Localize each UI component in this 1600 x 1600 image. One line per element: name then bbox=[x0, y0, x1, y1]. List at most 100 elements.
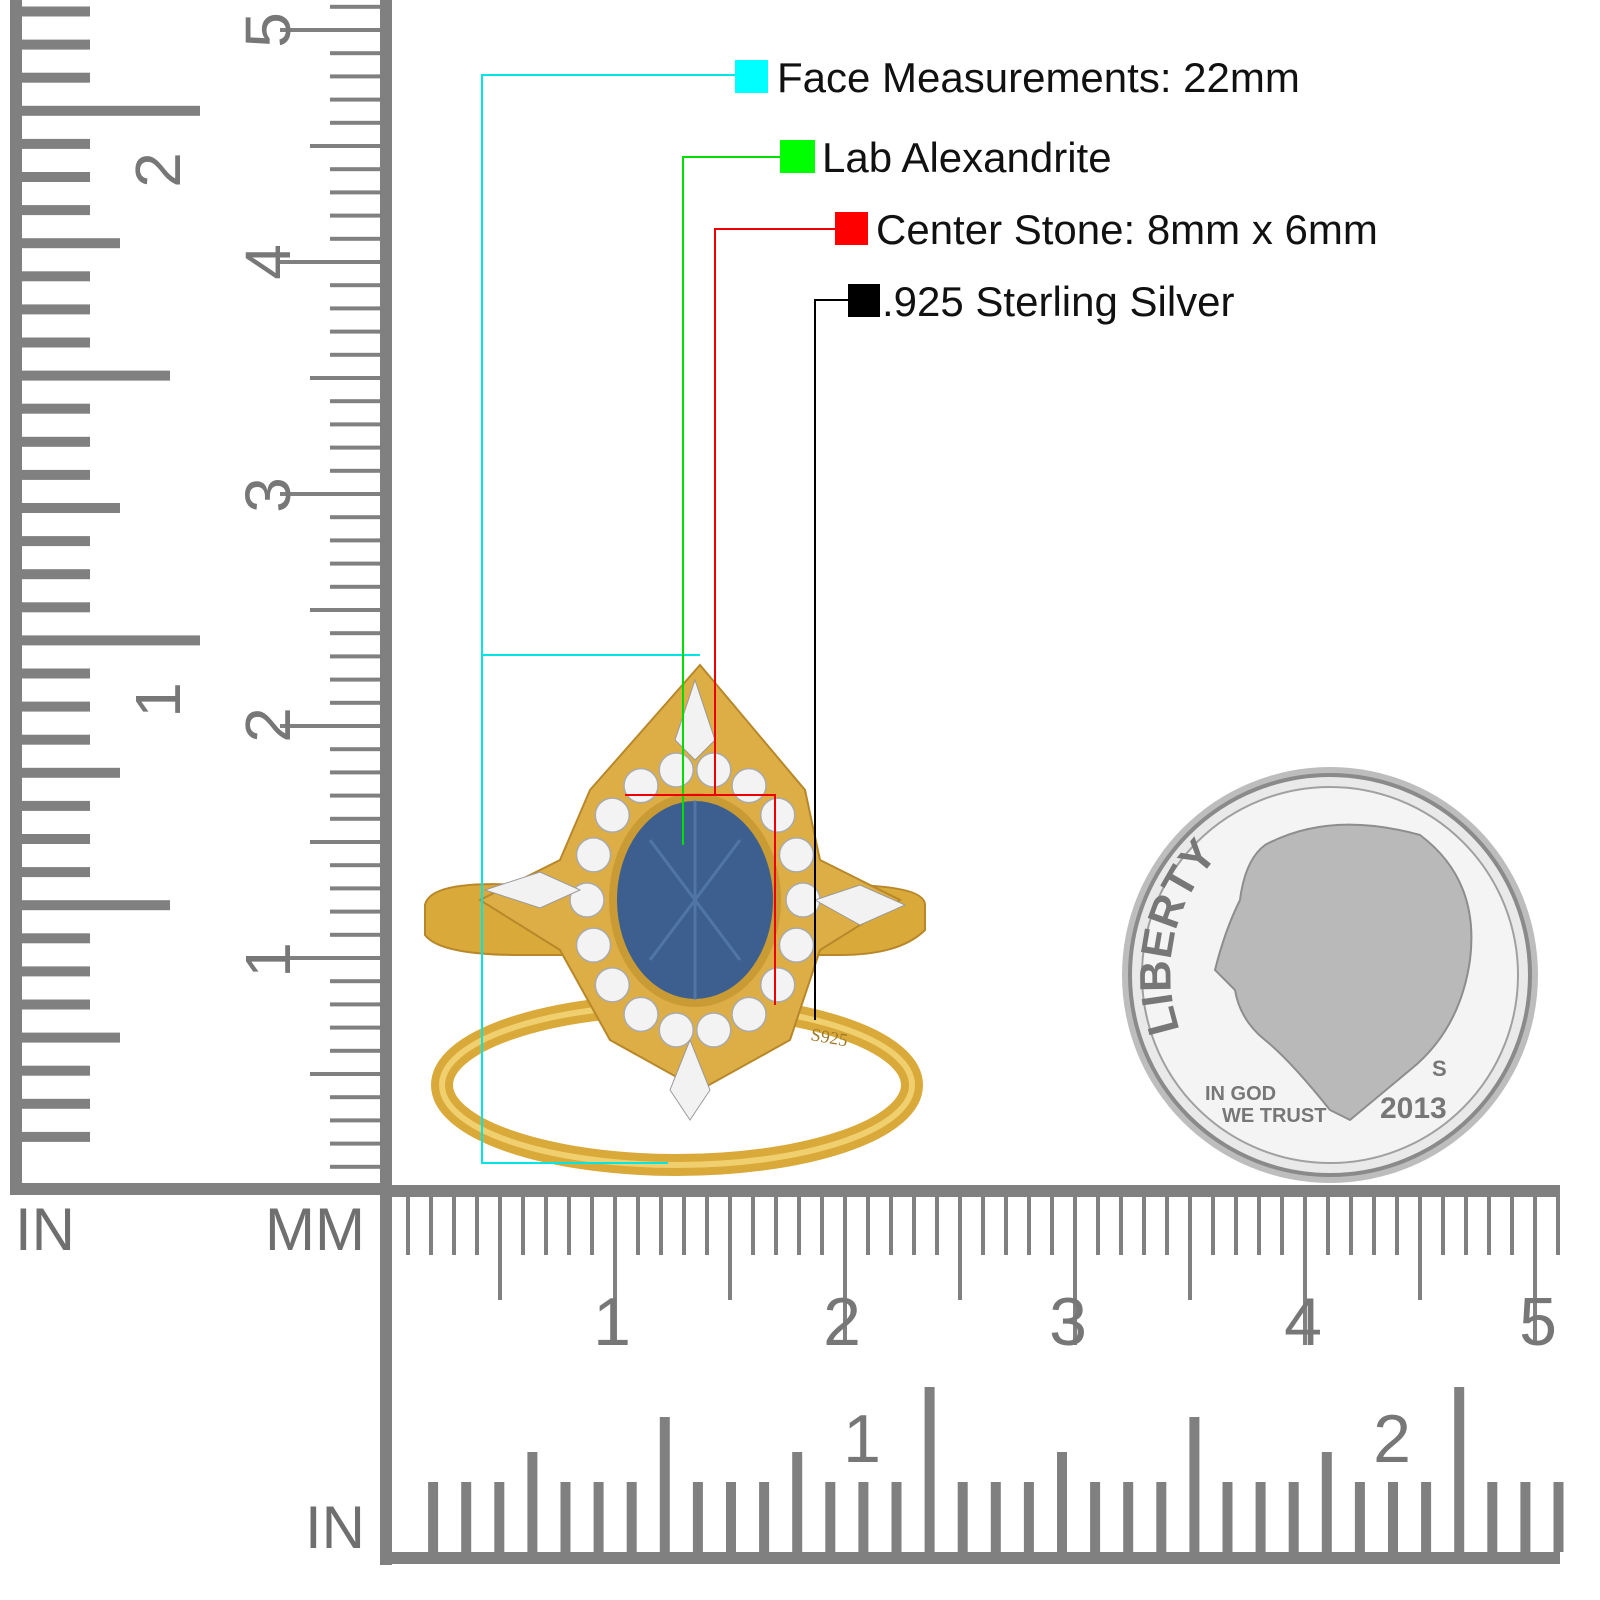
inch-tick bbox=[10, 436, 90, 447]
mm-tick bbox=[521, 1195, 525, 1255]
swatch-center bbox=[835, 212, 868, 245]
bottom-cm-label: 1 bbox=[593, 1284, 631, 1360]
mm-tick bbox=[330, 236, 385, 241]
mm-tick bbox=[280, 260, 385, 264]
inch-tick bbox=[1288, 1482, 1299, 1552]
halo-stone bbox=[759, 797, 796, 833]
inch-tick bbox=[1354, 1482, 1365, 1552]
halo-stone bbox=[696, 1012, 732, 1048]
mm-tick bbox=[330, 584, 385, 589]
coin-mint-mark: S bbox=[1432, 1056, 1447, 1081]
mm-tick bbox=[1142, 1195, 1146, 1255]
mm-tick bbox=[1441, 1195, 1445, 1255]
mm-tick bbox=[330, 445, 385, 450]
mm-tick bbox=[705, 1195, 709, 1255]
inch-tick bbox=[10, 966, 90, 977]
mm-tick bbox=[567, 1195, 571, 1255]
mm-tick bbox=[330, 793, 385, 798]
inch-tick bbox=[10, 602, 90, 613]
mm-tick bbox=[1165, 1195, 1169, 1255]
mm-tick bbox=[1050, 1195, 1054, 1255]
bottom-ruler-bottom-edge bbox=[380, 1552, 1560, 1564]
swatch-metal bbox=[848, 284, 880, 317]
mm-tick bbox=[935, 1195, 939, 1255]
mm-tick bbox=[958, 1195, 962, 1300]
inch-tick bbox=[924, 1387, 935, 1552]
left-cm-label: 5 bbox=[232, 12, 304, 48]
halo-stone bbox=[658, 1012, 694, 1048]
mm-tick bbox=[330, 329, 385, 334]
inch-tick bbox=[10, 867, 90, 878]
mm-tick bbox=[866, 1195, 870, 1255]
inch-tick bbox=[10, 403, 90, 414]
inch-tick bbox=[10, 933, 90, 944]
mm-tick bbox=[1418, 1195, 1422, 1300]
bottom-ruler-top-edge bbox=[380, 1185, 1560, 1197]
inch-tick bbox=[957, 1482, 968, 1552]
halo-stone bbox=[575, 837, 612, 873]
inch-tick bbox=[10, 370, 170, 381]
mm-tick bbox=[1119, 1195, 1123, 1255]
mm-tick bbox=[310, 840, 385, 844]
inch-tick bbox=[10, 1098, 90, 1109]
mm-tick bbox=[330, 886, 385, 891]
left-ruler-body bbox=[10, 0, 385, 1192]
mm-tick bbox=[452, 1195, 456, 1255]
inch-tick bbox=[726, 1482, 736, 1552]
inch-tick bbox=[428, 1482, 439, 1552]
inch-tick bbox=[1222, 1482, 1233, 1552]
inch-tick bbox=[990, 1482, 1001, 1552]
halo-stone bbox=[696, 752, 732, 788]
mm-tick bbox=[1326, 1195, 1330, 1255]
mm-tick bbox=[774, 1195, 778, 1255]
left-ruler-inch-unit: IN bbox=[15, 1196, 75, 1263]
inch-tick bbox=[494, 1482, 505, 1552]
mm-tick bbox=[280, 492, 385, 496]
inch-tick bbox=[1421, 1482, 1432, 1552]
left-ruler-mm-unit: MM bbox=[265, 1196, 365, 1263]
mm-tick bbox=[280, 956, 385, 960]
inch-tick bbox=[10, 668, 90, 679]
mm-tick bbox=[330, 120, 385, 125]
inch-tick bbox=[1090, 1482, 1101, 1552]
bottom-ruler-left-edge bbox=[380, 1185, 392, 1565]
mm-tick bbox=[498, 1195, 502, 1300]
mm-tick bbox=[330, 909, 385, 914]
inch-tick bbox=[10, 138, 90, 149]
inch-tick bbox=[10, 701, 90, 712]
inch-tick bbox=[10, 271, 90, 282]
mm-tick bbox=[330, 1025, 385, 1030]
inch-tick bbox=[1520, 1482, 1531, 1552]
inch-tick bbox=[10, 569, 90, 580]
mm-tick bbox=[1280, 1195, 1284, 1255]
mm-tick bbox=[330, 863, 385, 868]
inch-tick bbox=[858, 1482, 869, 1552]
ring-image: S925 bbox=[424, 663, 926, 1176]
inch-tick bbox=[1255, 1482, 1266, 1552]
mm-tick bbox=[330, 97, 385, 102]
inch-tick bbox=[527, 1452, 538, 1552]
inch-tick bbox=[1553, 1482, 1564, 1552]
inch-tick bbox=[626, 1482, 637, 1552]
halo-stone bbox=[778, 837, 815, 873]
coin-motto-1: IN GOD bbox=[1205, 1083, 1276, 1105]
mm-tick bbox=[1188, 1195, 1192, 1300]
inch-tick bbox=[10, 172, 90, 182]
inch-tick bbox=[659, 1417, 670, 1552]
mm-tick bbox=[330, 51, 385, 56]
mm-tick bbox=[330, 631, 385, 636]
inch-tick bbox=[10, 1065, 90, 1076]
bottom-cm-label: 2 bbox=[823, 1284, 861, 1360]
callout-center-stone: Center Stone: 8mm x 6mm bbox=[876, 206, 1378, 253]
left-ruler-bottom-edge bbox=[10, 1183, 392, 1195]
mm-tick bbox=[330, 1164, 385, 1169]
inch-tick bbox=[891, 1482, 902, 1552]
mm-tick bbox=[330, 4, 385, 9]
halo-stone bbox=[594, 797, 631, 833]
mm-tick bbox=[475, 1195, 479, 1255]
coin-portrait bbox=[1213, 823, 1473, 1122]
mm-tick bbox=[330, 654, 385, 659]
bottom-inch-label: 1 bbox=[843, 1401, 881, 1477]
inch-tick bbox=[10, 536, 90, 547]
mm-tick bbox=[330, 1095, 385, 1100]
